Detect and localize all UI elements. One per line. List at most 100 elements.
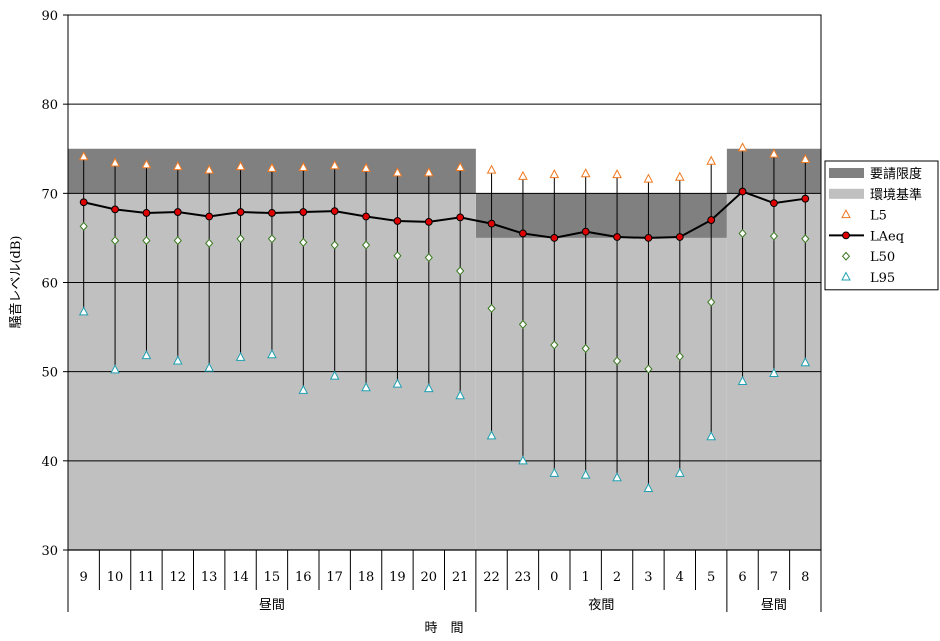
series-l50-point-20 — [424, 252, 433, 263]
series-l5-point-11 — [141, 159, 152, 169]
series-l50-point-17 — [330, 240, 339, 250]
series-l5-point-0 — [549, 169, 560, 179]
series-l5-point-9 — [78, 151, 89, 161]
series-l5-point-13 — [204, 164, 215, 174]
band-limit-segment-1 — [475, 193, 727, 238]
series-laeq-line — [83, 190, 806, 239]
series-laeq-point-0 — [550, 234, 559, 242]
x-tick-label: 20 — [421, 570, 438, 585]
legend-label: LAeq — [870, 229, 904, 244]
series-l95-point-18 — [361, 382, 371, 392]
series-l5-point-6 — [737, 142, 748, 152]
x-tick-label: 18 — [358, 570, 375, 585]
series-l95-point-7 — [769, 367, 779, 377]
x-tick-label: 16 — [295, 570, 312, 585]
series-l5-point-16 — [298, 161, 309, 171]
series-l50-point-14 — [236, 234, 245, 244]
series-l50-point-11 — [142, 236, 151, 246]
series-l95-point-15 — [267, 349, 277, 359]
series-l95-point-17 — [329, 370, 340, 380]
legend-swatch-standard — [829, 188, 864, 199]
band-layer — [68, 148, 821, 551]
series-l50-point-23 — [518, 319, 528, 329]
series-l95-point-12 — [172, 355, 183, 365]
x-tick-label: 12 — [170, 570, 187, 585]
series-laeq-point-16 — [299, 208, 308, 216]
series-laeq-point-5 — [707, 216, 716, 224]
y-tick-label: 50 — [41, 366, 58, 381]
y-tick-label: 80 — [41, 98, 58, 113]
series-l50-point-0 — [550, 340, 559, 350]
series-l95-point-11 — [141, 350, 152, 360]
series-l5-point-19 — [392, 167, 403, 177]
legend-box — [824, 160, 939, 291]
x-tick-label: 13 — [201, 570, 218, 585]
series-l5-point-7 — [769, 148, 779, 158]
series-l50-point-19 — [393, 251, 402, 261]
series-l50-point-10 — [110, 236, 120, 246]
series-laeq-point-14 — [236, 208, 245, 216]
series-l50-point-5 — [707, 297, 716, 307]
x-tick-label: 1 — [582, 570, 590, 585]
legend-swatch-l95 — [841, 271, 851, 281]
x-tick-label: 23 — [515, 570, 532, 585]
y-tick-label: 30 — [41, 544, 58, 559]
series-l95-point-3 — [643, 482, 654, 492]
series-laeq-point-2 — [613, 233, 621, 241]
series-laeq-point-20 — [424, 217, 433, 226]
series-laeq-point-1 — [581, 227, 590, 236]
x-tick-label: 5 — [707, 570, 715, 585]
series-l50-point-13 — [205, 238, 214, 248]
legend-swatch-limit — [829, 168, 864, 178]
band-standard-segment-1 — [475, 237, 727, 550]
series-l5-point-3 — [643, 173, 654, 183]
x-tick-label: 11 — [138, 570, 155, 585]
series-laeq-point-4 — [675, 233, 684, 241]
series-l95-point-2 — [612, 472, 622, 482]
x-tick-label: 2 — [613, 570, 621, 585]
legend-label: 環境基準 — [870, 187, 922, 203]
series-l50-point-4 — [675, 351, 684, 362]
series-l95-point-10 — [110, 364, 120, 374]
series-l5-point-22 — [486, 164, 497, 174]
series-l5-point-1 — [580, 168, 591, 178]
x-tick-label: 10 — [107, 570, 124, 585]
x-tick-label: 9 — [80, 570, 88, 585]
x-tick-label: 19 — [389, 570, 406, 585]
series-l5-point-8 — [800, 153, 811, 163]
whisker-layer — [83, 147, 806, 489]
y-axis-title: 騒音レベル(dB) — [8, 235, 24, 328]
x-tick-label: 7 — [770, 570, 778, 585]
series-l50-point-16 — [299, 237, 308, 247]
series-l50-point-3 — [644, 364, 653, 374]
series-l50-point-9 — [79, 221, 88, 231]
series-l5-point-5 — [706, 155, 717, 165]
series-l5-point-20 — [423, 167, 434, 177]
x-tick-label: 6 — [738, 570, 746, 585]
series-l5-point-18 — [361, 162, 371, 172]
series-l50-point-15 — [267, 234, 277, 244]
series-l5-point-17 — [329, 160, 340, 170]
series-l95-point-8 — [800, 357, 811, 367]
series-laeq-point-8 — [801, 194, 810, 203]
x-tick-label: 15 — [264, 570, 281, 585]
x-tick-label: 4 — [676, 570, 684, 585]
series-layer — [78, 142, 811, 492]
x-tick-label: 3 — [644, 570, 652, 585]
series-laeq-point-18 — [362, 212, 370, 221]
series-l95-point-21 — [455, 390, 466, 400]
series-l50-point-12 — [173, 236, 182, 246]
legend-label: L50 — [870, 250, 895, 265]
series-l50-point-6 — [738, 228, 747, 239]
series-l95-point-20 — [423, 383, 434, 393]
period-label: 昼間 — [761, 598, 787, 613]
legend-label: 要請限度 — [870, 166, 922, 182]
series-laeq-point-3 — [644, 234, 653, 242]
series-laeq-point-12 — [173, 208, 182, 216]
series-l5-point-2 — [612, 169, 622, 179]
period-label: 昼間 — [259, 598, 285, 613]
series-l5-point-15 — [267, 162, 277, 172]
